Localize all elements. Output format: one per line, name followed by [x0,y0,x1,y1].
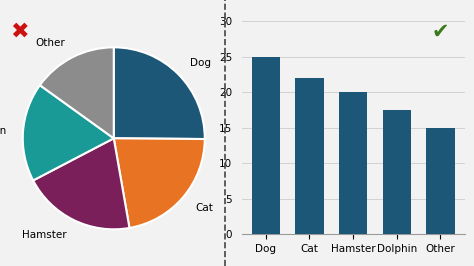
Text: Hamster: Hamster [22,230,66,240]
Bar [252,57,280,234]
Bar [295,78,324,234]
Text: Dog: Dog [190,58,211,68]
Text: Cat: Cat [196,203,214,213]
Wedge shape [114,138,205,228]
Bar [339,92,367,234]
Wedge shape [33,138,129,229]
Wedge shape [23,85,114,180]
Bar [383,110,411,234]
Bar [426,128,455,234]
Wedge shape [114,47,205,139]
Text: ✖: ✖ [9,22,28,42]
Text: ✔: ✔ [432,22,449,42]
Wedge shape [40,47,114,138]
Text: Other: Other [35,38,65,48]
Text: Dolphin: Dolphin [0,126,7,136]
